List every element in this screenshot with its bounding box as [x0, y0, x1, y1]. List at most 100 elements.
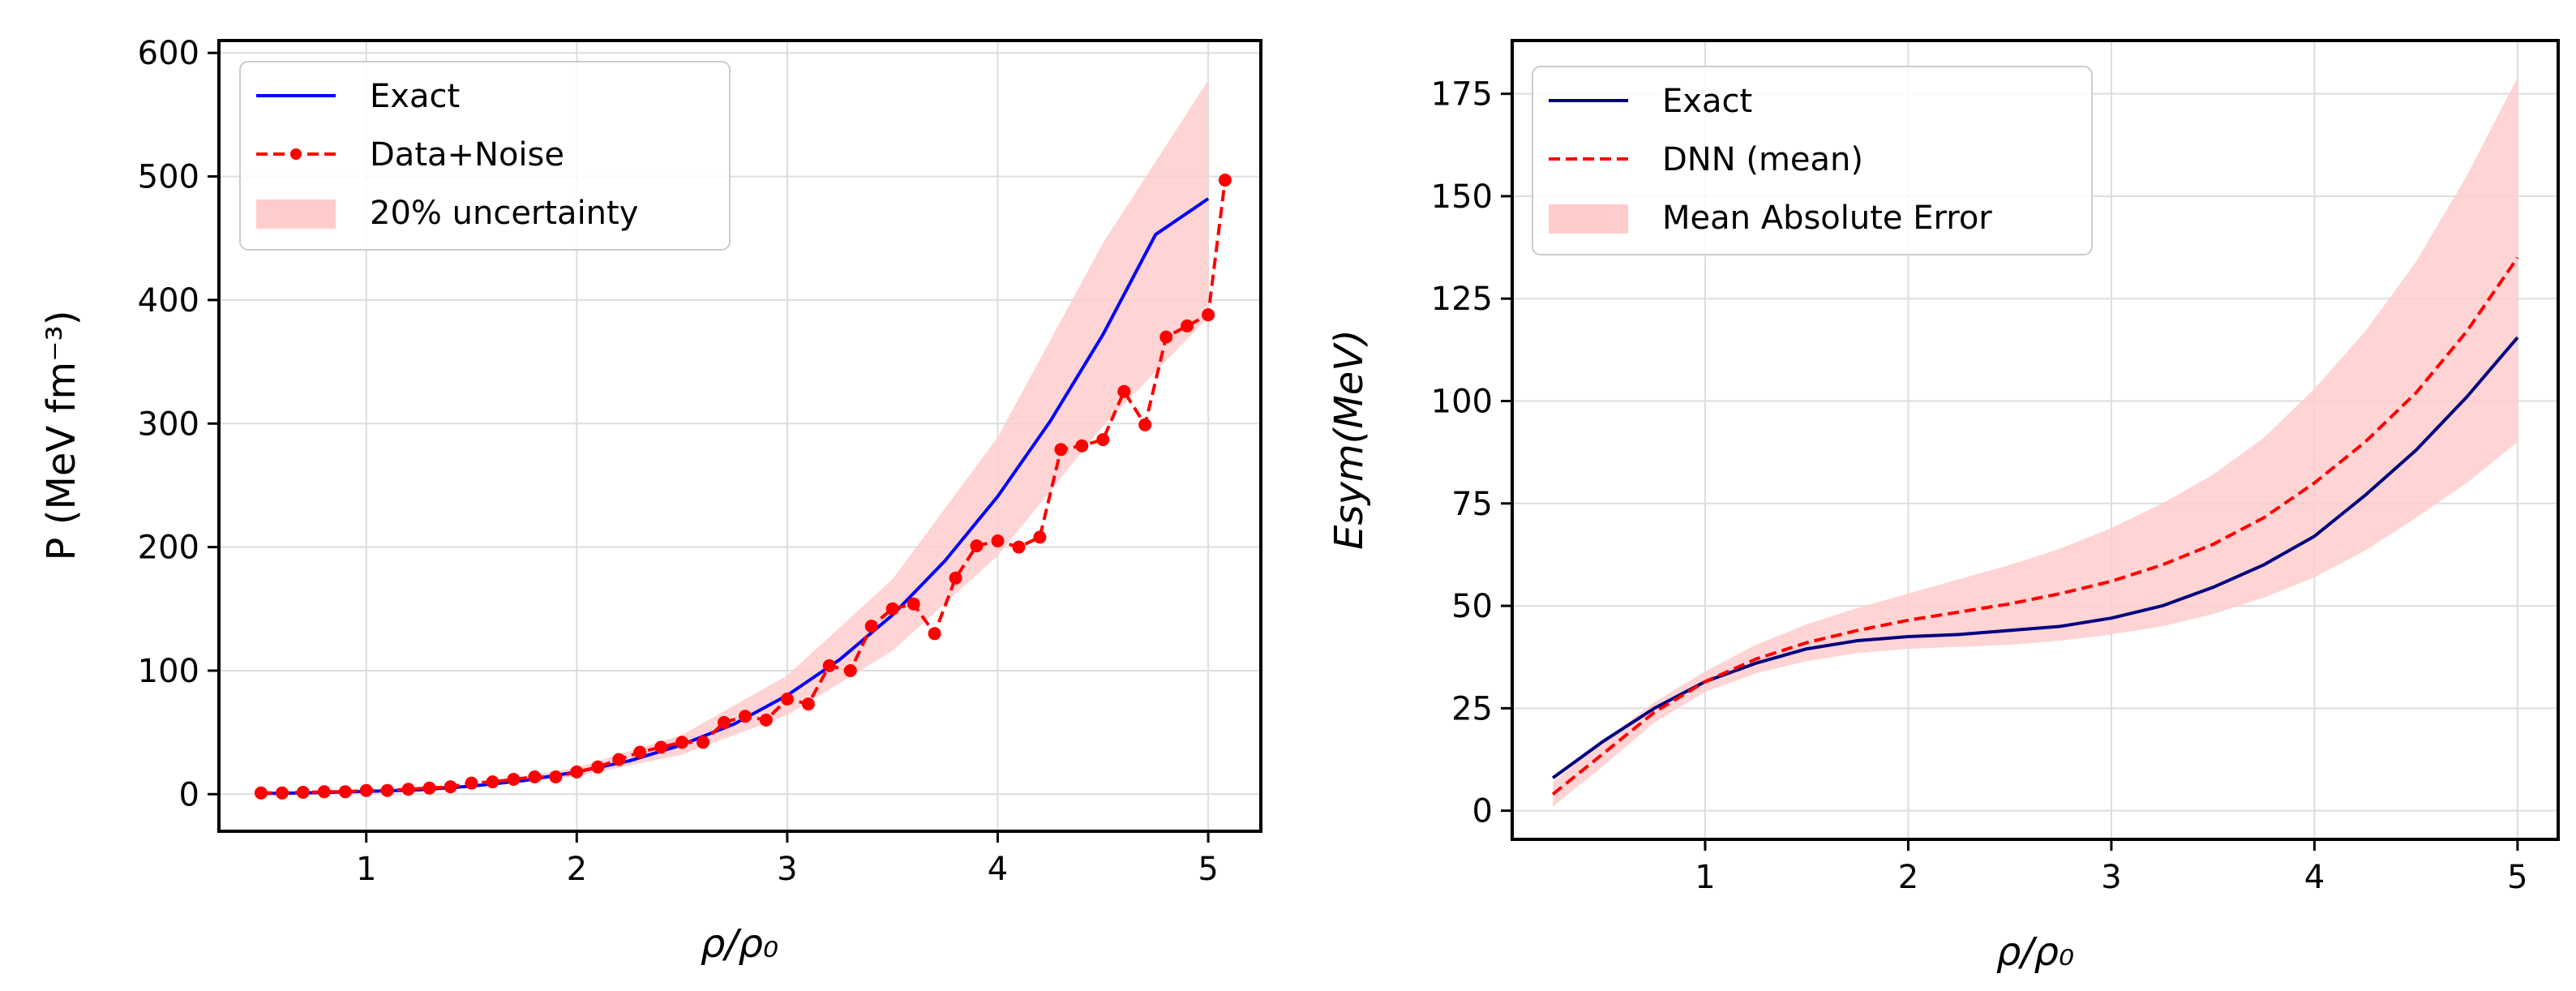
p0-y-axis-label: P (MeV fm⁻³) — [39, 311, 84, 561]
p0-data-noise-point — [1218, 174, 1232, 187]
p0-data-noise-point — [885, 602, 899, 616]
p0-data-noise-point — [465, 776, 478, 790]
p1-x-tick-label: 5 — [2507, 859, 2527, 896]
p1-dnn-mean-line — [1551, 256, 2519, 796]
p0-data-noise-point — [1054, 443, 1068, 457]
p0-legend-exact-label: Exact — [370, 78, 460, 115]
p1-y-tick-label: 175 — [1431, 76, 1493, 114]
p1-y-tick-label: 0 — [1472, 793, 1493, 830]
p0-legend: Exact Data+Noise 20% uncertainty — [239, 61, 731, 251]
p0-data-noise-point — [759, 713, 773, 727]
p0-data-noise-point — [1033, 530, 1047, 544]
p0-data-noise-point — [1075, 439, 1089, 453]
p1-x-axis-label: ρ/ρ₀ — [1996, 929, 2074, 975]
p0-data-noise-point — [275, 786, 289, 800]
p0-data-noise-point — [570, 765, 584, 779]
p1-error-band-group — [1553, 77, 2518, 807]
p0-x-tick-label: 4 — [988, 851, 1008, 888]
p0-data-noise-point — [296, 786, 310, 799]
p0-data-noise-point — [1012, 540, 1026, 554]
p0-data-noise-point — [444, 780, 457, 794]
p0-data-noise-point — [864, 620, 878, 633]
p0-data-noise-point — [338, 785, 352, 799]
p0-data-noise-point — [1159, 330, 1173, 344]
p0-x-tick-label: 2 — [567, 851, 587, 888]
p1-mean-absolute-error-band — [1553, 77, 2518, 807]
p0-data-noise-point — [422, 781, 436, 795]
p0-data-noise-point — [486, 775, 499, 789]
p0-y-tick-label: 200 — [138, 530, 199, 567]
p0-data-noise-point — [780, 693, 794, 706]
p0-data-noise-point — [1138, 418, 1152, 431]
p0-data-noise-point — [991, 534, 1005, 547]
p1-x-tick-label: 4 — [2304, 859, 2325, 896]
p0-y-tick-label: 100 — [138, 653, 199, 690]
p1-legend-band-swatch — [1549, 204, 1628, 234]
p0-legend-band-swatch — [256, 199, 336, 229]
p0-series-group — [254, 174, 1232, 800]
p0-y-tick-label: 400 — [138, 282, 199, 320]
p0-data-noise-point — [549, 770, 563, 783]
p0-data-noise-point — [1202, 308, 1215, 322]
p1-y-tick-label: 25 — [1451, 690, 1493, 727]
p0-data-noise-point — [528, 770, 542, 783]
p0-legend-data-label: Data+Noise — [370, 136, 564, 174]
p0-axes-frame — [217, 39, 1262, 833]
p0-uncertainty-band-group — [260, 79, 1209, 794]
p0-data-noise-point — [1117, 384, 1131, 398]
p0-data-noise-point — [822, 659, 836, 672]
p0-legend-band-label: 20% uncertainty — [370, 195, 638, 232]
p1-legend: Exact DNN (mean) Mean Absolute Error — [1532, 66, 2093, 255]
p1-legend-exact-label: Exact — [1662, 83, 1752, 120]
p0-data-noise-point — [254, 786, 268, 800]
p0-legend-box — [239, 61, 731, 251]
p0-y-tick-label: 0 — [179, 776, 199, 813]
p0-data-noise-point — [507, 773, 521, 786]
p0-data-noise-point — [654, 740, 668, 754]
p0-data-noise-point — [1181, 319, 1194, 332]
p1-series-group — [1551, 256, 2519, 796]
p0-y-tick-label: 300 — [138, 405, 199, 443]
p0-y-tick-label: 500 — [138, 159, 199, 196]
p1-x-tick-label: 2 — [1898, 859, 1918, 896]
p0-x-axis-label: ρ/ρ₀ — [701, 921, 778, 967]
p0-ticks: 1 2 3 4 5 0 100 200 300 400 500 600 — [138, 35, 1219, 888]
p1-legend-dnn-label: DNN (mean) — [1662, 141, 1863, 178]
p0-data-noise-point — [801, 697, 815, 711]
p0-data-noise-point — [401, 783, 415, 796]
p1-y-tick-label: 125 — [1431, 281, 1493, 318]
p0-data-noise-point — [317, 785, 331, 799]
p0-data-noise-point — [633, 745, 647, 759]
p0-data-noise-point — [612, 753, 626, 766]
p0-x-tick-label: 3 — [777, 851, 797, 888]
p0-data-noise-point — [718, 715, 731, 729]
p1-x-tick-label: 3 — [2101, 859, 2121, 896]
p0-x-tick-label: 1 — [356, 851, 376, 888]
p0-data-noise-point — [843, 664, 857, 677]
p1-y-tick-label: 50 — [1451, 588, 1493, 625]
p0-y-tick-label: 600 — [138, 35, 199, 72]
p0-data-noise-point — [907, 597, 920, 611]
p1-y-axis-label: Esym(MeV) — [1327, 329, 1372, 550]
p0-data-noise-point — [928, 627, 941, 641]
p0-data-noise-point — [359, 783, 373, 797]
p1-axes-frame — [1511, 39, 2560, 841]
p0-data-noise-point — [1096, 433, 1110, 447]
p1-y-tick-label: 100 — [1431, 384, 1493, 421]
p0-data-noise-point — [970, 539, 984, 553]
p0-data-noise-point — [949, 571, 962, 585]
p1-legend-band-label: Mean Absolute Error — [1662, 199, 1992, 237]
p0-data-noise-point — [675, 736, 689, 749]
p0-20-uncertainty-band — [260, 79, 1209, 794]
p0-data-noise-point — [697, 736, 710, 749]
p1-y-tick-label: 75 — [1451, 486, 1493, 523]
p1-x-tick-label: 1 — [1695, 859, 1715, 896]
p1-y-tick-label: 150 — [1431, 178, 1493, 216]
p0-data-noise-point — [380, 783, 394, 797]
p0-legend-data-marker — [290, 148, 302, 160]
p1-legend-box — [1532, 66, 2093, 255]
p1-exact-line — [1551, 336, 2519, 779]
